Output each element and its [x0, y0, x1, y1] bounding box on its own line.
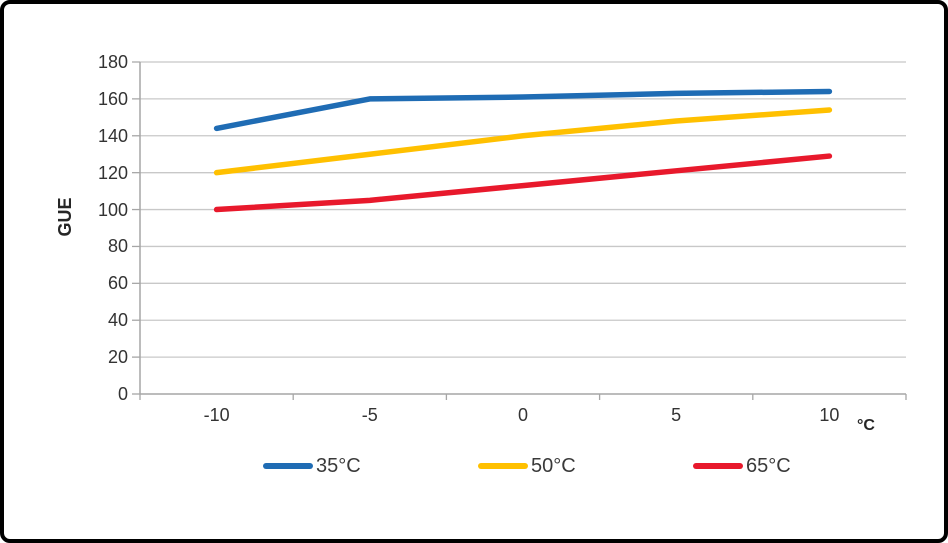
y-tick-label-60: 60	[107, 273, 128, 294]
legend-line-swatch-icon	[693, 463, 743, 469]
series-line-65C	[213, 153, 833, 213]
y-tick-label-20: 20	[107, 347, 128, 368]
y-tick-label-80: 80	[107, 236, 128, 257]
legend-item-65C: 65°C	[693, 453, 791, 479]
x-tick-label-10: 10	[819, 405, 840, 425]
y-tick-label-40: 40	[107, 310, 128, 331]
legend-line-swatch-icon	[263, 463, 313, 469]
legend-label: 65°C	[746, 454, 791, 477]
legend-item-35C: 35°C	[263, 453, 361, 479]
legend-label: 50°C	[531, 454, 576, 477]
legend-label: 35°C	[316, 454, 361, 477]
x-axis-unit-label: °C	[857, 417, 875, 434]
y-tick-label-140: 140	[97, 125, 128, 146]
x-tick-label-0: 0	[517, 405, 528, 425]
y-tick-label-0: 0	[117, 384, 128, 404]
x-tick-label-5: 5	[671, 405, 682, 425]
legend-line-swatch-icon	[478, 463, 528, 469]
x-tick-label--5: -5	[361, 405, 378, 425]
series-line-50C	[213, 107, 833, 176]
y-tick-label-180: 180	[97, 52, 128, 72]
y-tick-label-160: 160	[97, 88, 128, 109]
x-tick-label--10: -10	[203, 405, 230, 425]
y-tick-label-120: 120	[97, 162, 128, 183]
chart-legend: 35°C 50°C 65°C	[4, 453, 944, 479]
y-tick-label-100: 100	[97, 199, 128, 220]
series-line-35C	[213, 88, 833, 132]
legend-item-50C: 50°C	[478, 453, 576, 479]
